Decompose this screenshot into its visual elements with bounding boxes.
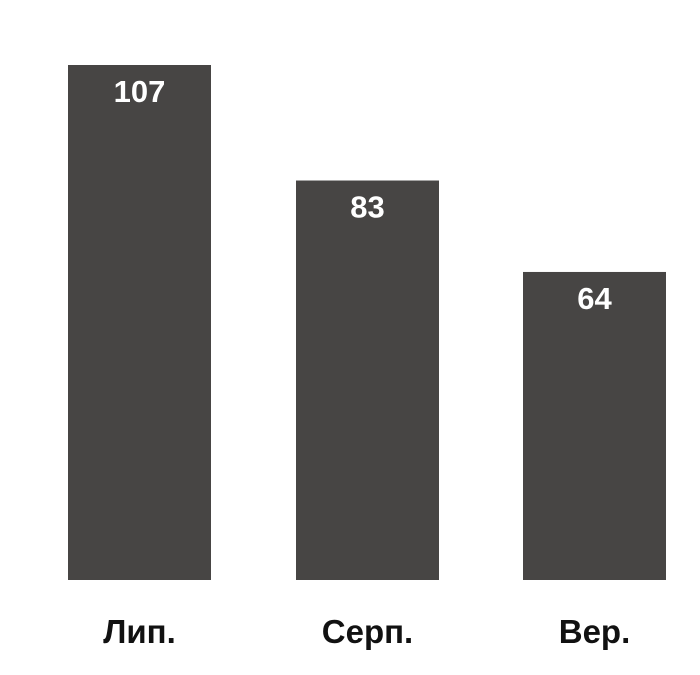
- x-tick-label-1: Лип.: [103, 613, 176, 650]
- x-axis-ticks: Лип. Серп. Вер.: [103, 613, 630, 650]
- bar-1: [68, 65, 211, 580]
- bar-value-label-3: 64: [577, 281, 612, 316]
- x-tick-label-2: Серп.: [322, 613, 413, 650]
- x-tick-label-3: Вер.: [559, 613, 631, 650]
- bar-value-label-2: 83: [350, 190, 384, 225]
- bar-value-label-1: 107: [114, 74, 166, 109]
- labels-layer: 107 83 64: [114, 74, 613, 316]
- bar-3: [523, 271, 666, 580]
- bar-2: [296, 180, 439, 580]
- bars-layer: [68, 65, 666, 580]
